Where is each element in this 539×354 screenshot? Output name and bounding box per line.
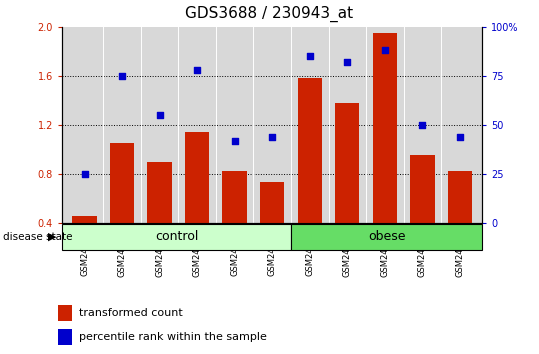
Bar [62, 224, 291, 250]
Point [455, 134, 464, 139]
Text: obese: obese [368, 230, 406, 243]
Point [193, 67, 202, 73]
Bar [335, 103, 360, 223]
Bar [260, 183, 285, 223]
Point [381, 47, 389, 53]
Point [118, 73, 126, 79]
Point [343, 59, 351, 65]
Bar [291, 224, 482, 250]
Point [230, 138, 239, 143]
Point [306, 53, 314, 59]
Point [155, 112, 164, 118]
Bar [185, 132, 209, 223]
Bar [448, 171, 472, 223]
Text: ▶: ▶ [48, 232, 57, 242]
Bar [372, 33, 397, 223]
Bar [223, 171, 247, 223]
Point [268, 134, 277, 139]
Bar [110, 143, 134, 223]
Point [80, 171, 89, 177]
Text: GDS3688 / 230943_at: GDS3688 / 230943_at [185, 5, 354, 22]
Bar [410, 155, 434, 223]
Text: transformed count: transformed count [79, 308, 182, 318]
Text: control: control [155, 230, 198, 243]
Bar [72, 216, 96, 223]
Point [418, 122, 427, 128]
Bar [58, 305, 72, 321]
Text: disease state: disease state [3, 232, 72, 242]
Bar [147, 162, 172, 223]
Text: percentile rank within the sample: percentile rank within the sample [79, 332, 266, 342]
Bar [298, 78, 322, 223]
Bar [58, 329, 72, 345]
